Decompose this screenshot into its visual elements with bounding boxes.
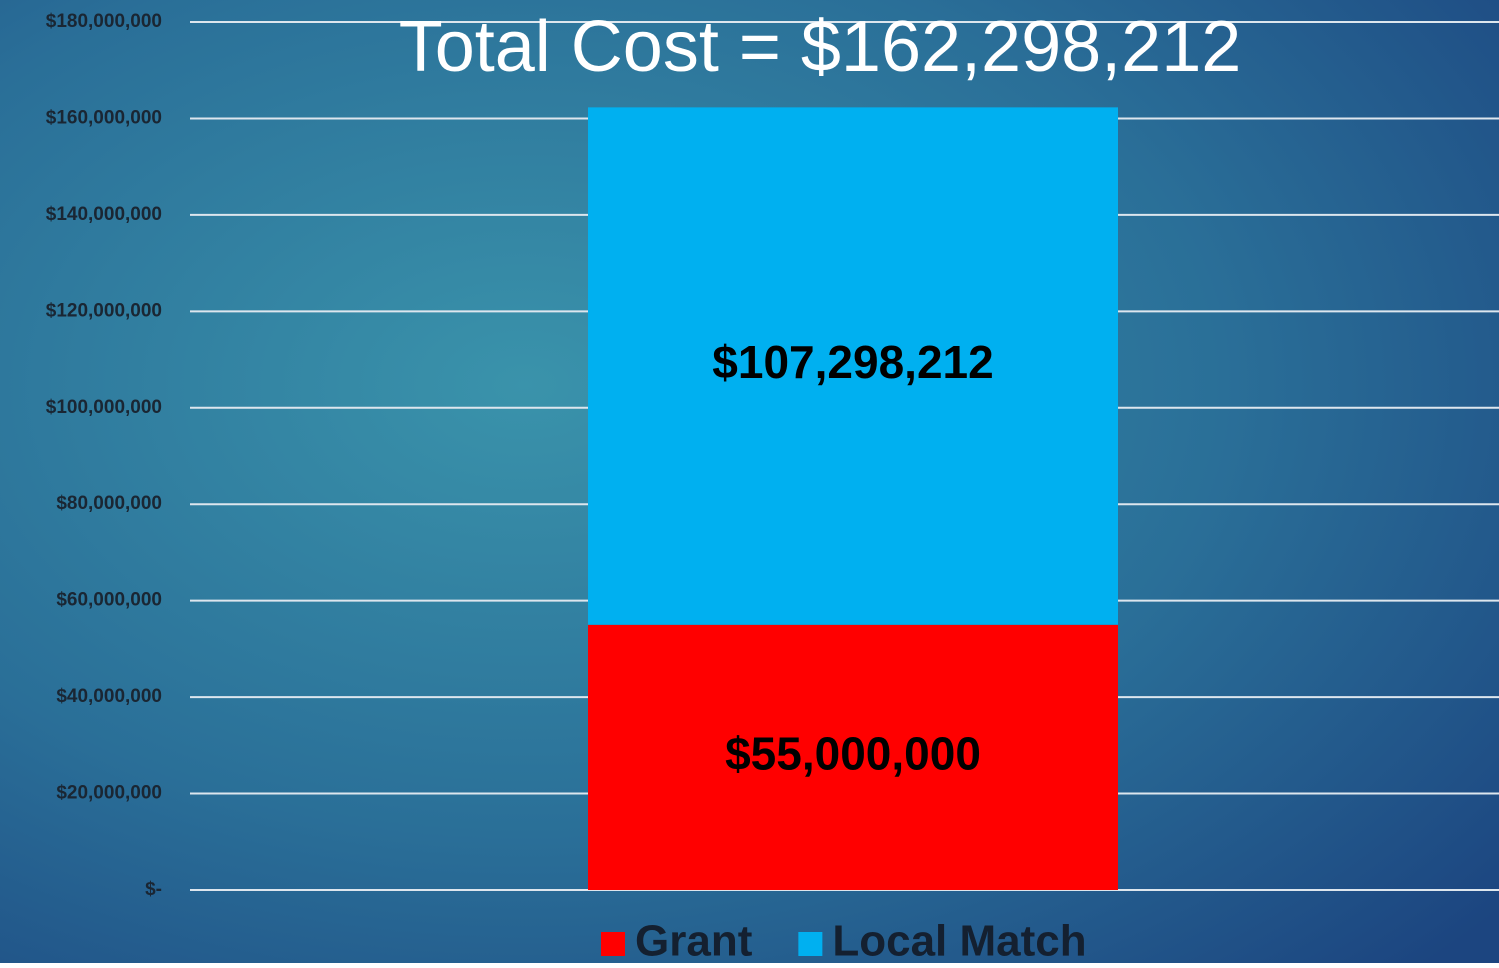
data-label: $55,000,000 bbox=[725, 728, 981, 780]
y-tick-label: $140,000,000 bbox=[46, 204, 162, 225]
y-tick-label: $40,000,000 bbox=[56, 686, 162, 707]
y-tick-label: $- bbox=[145, 879, 162, 900]
y-tick-label: $160,000,000 bbox=[46, 107, 162, 128]
chart-title: Total Cost = $162,298,212 bbox=[399, 7, 1242, 87]
legend-swatch bbox=[601, 932, 625, 956]
y-tick-label: $80,000,000 bbox=[56, 493, 162, 514]
bar-segment bbox=[588, 107, 1118, 625]
y-tick-label: $180,000,000 bbox=[46, 11, 162, 32]
y-tick-label: $20,000,000 bbox=[56, 783, 162, 804]
data-label: $107,298,212 bbox=[712, 336, 993, 388]
bar-segment bbox=[588, 624, 1118, 890]
legend-label: Local Match bbox=[832, 917, 1086, 963]
y-tick-label: $120,000,000 bbox=[46, 300, 162, 321]
y-tick-label: $100,000,000 bbox=[46, 397, 162, 418]
legend-swatch bbox=[798, 932, 823, 956]
plot: $55,000,000 $107,298,212 bbox=[588, 107, 1118, 890]
y-tick-label: $60,000,000 bbox=[56, 590, 162, 611]
legend-label: Grant bbox=[635, 917, 753, 963]
